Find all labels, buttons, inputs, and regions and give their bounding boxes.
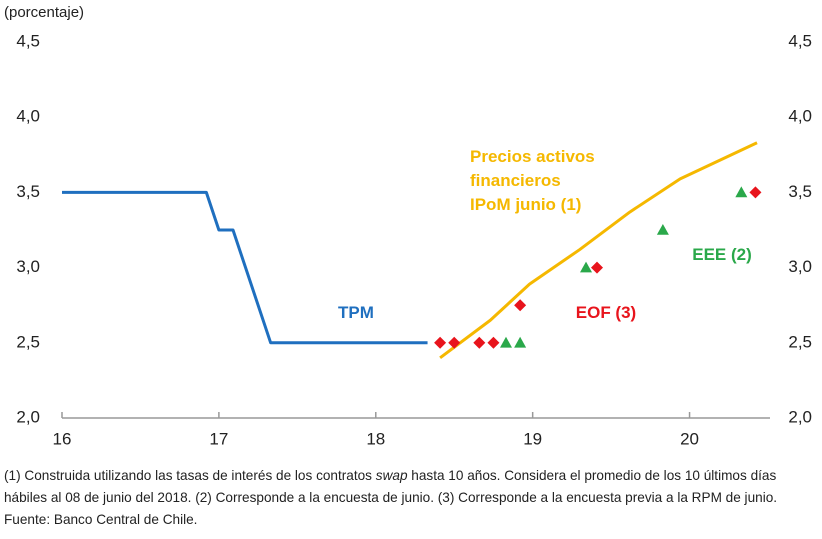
y-tick-label: 3,5 [16,182,40,201]
triangle-marker [735,186,748,198]
x-tick-label: 18 [366,429,385,448]
series-label: TPM [338,303,374,322]
x-tick-label: 16 [53,429,72,448]
series-label: Precios activos financieros IPoM junio (1) [470,147,595,214]
diamond-marker [514,299,527,312]
x-tick-label: 20 [680,429,699,448]
series-label-line: EOF (3) [576,303,636,322]
y-tick-label: 3,0 [16,257,40,276]
series-line [439,141,758,360]
diamond-marker [473,336,486,349]
y2-tick-label: 2,0 [788,407,812,426]
series-label-line: EEE (2) [692,245,752,264]
series-label: EEE (2) [692,245,752,264]
triangle-marker [580,261,593,273]
y-tick-label: 2,0 [16,407,40,426]
diamond-marker [434,336,447,349]
y2-tick-label: 4,5 [788,31,812,50]
y-tick-label: 2,5 [16,332,40,351]
series-label-line: IPoM junio (1) [470,195,581,214]
series-label-line: financieros [470,171,561,190]
y2-tick-label: 3,0 [788,257,812,276]
diamond-marker [487,336,500,349]
diamond-marker [749,186,762,199]
y2-tick-label: 3,5 [788,182,812,201]
y2-tick-label: 4,0 [788,107,812,126]
footnote-text: swap [375,468,408,483]
x-tick-label: 19 [523,429,542,448]
triangle-marker [514,336,527,348]
series-label: EOF (3) [576,303,636,322]
triangle-marker [656,224,669,235]
unit-label: (porcentaje) [4,4,84,21]
triangle-marker [499,336,512,348]
footnote-text: (1) Construida utilizando las tasas de i… [4,468,376,483]
y-tick-label: 4,5 [16,31,40,50]
footnote: (1) Construida utilizando las tasas de i… [4,465,818,531]
series-line [62,190,428,345]
footnote-text: hasta 10 años. Considera el promedio de … [4,468,778,527]
diamond-marker [590,261,603,274]
x-tick-label: 17 [209,429,228,448]
y2-tick-label: 2,5 [788,332,812,351]
diamond-marker [448,336,461,349]
series-label-line: Precios activos [470,147,595,166]
chart: (porcentaje) 2,0 2,5 3,0 3,5 4,0 4,5 2,0 2,5 3,0… [4,4,812,449]
y-tick-label: 4,0 [16,107,40,126]
series-label-line: TPM [338,303,374,322]
